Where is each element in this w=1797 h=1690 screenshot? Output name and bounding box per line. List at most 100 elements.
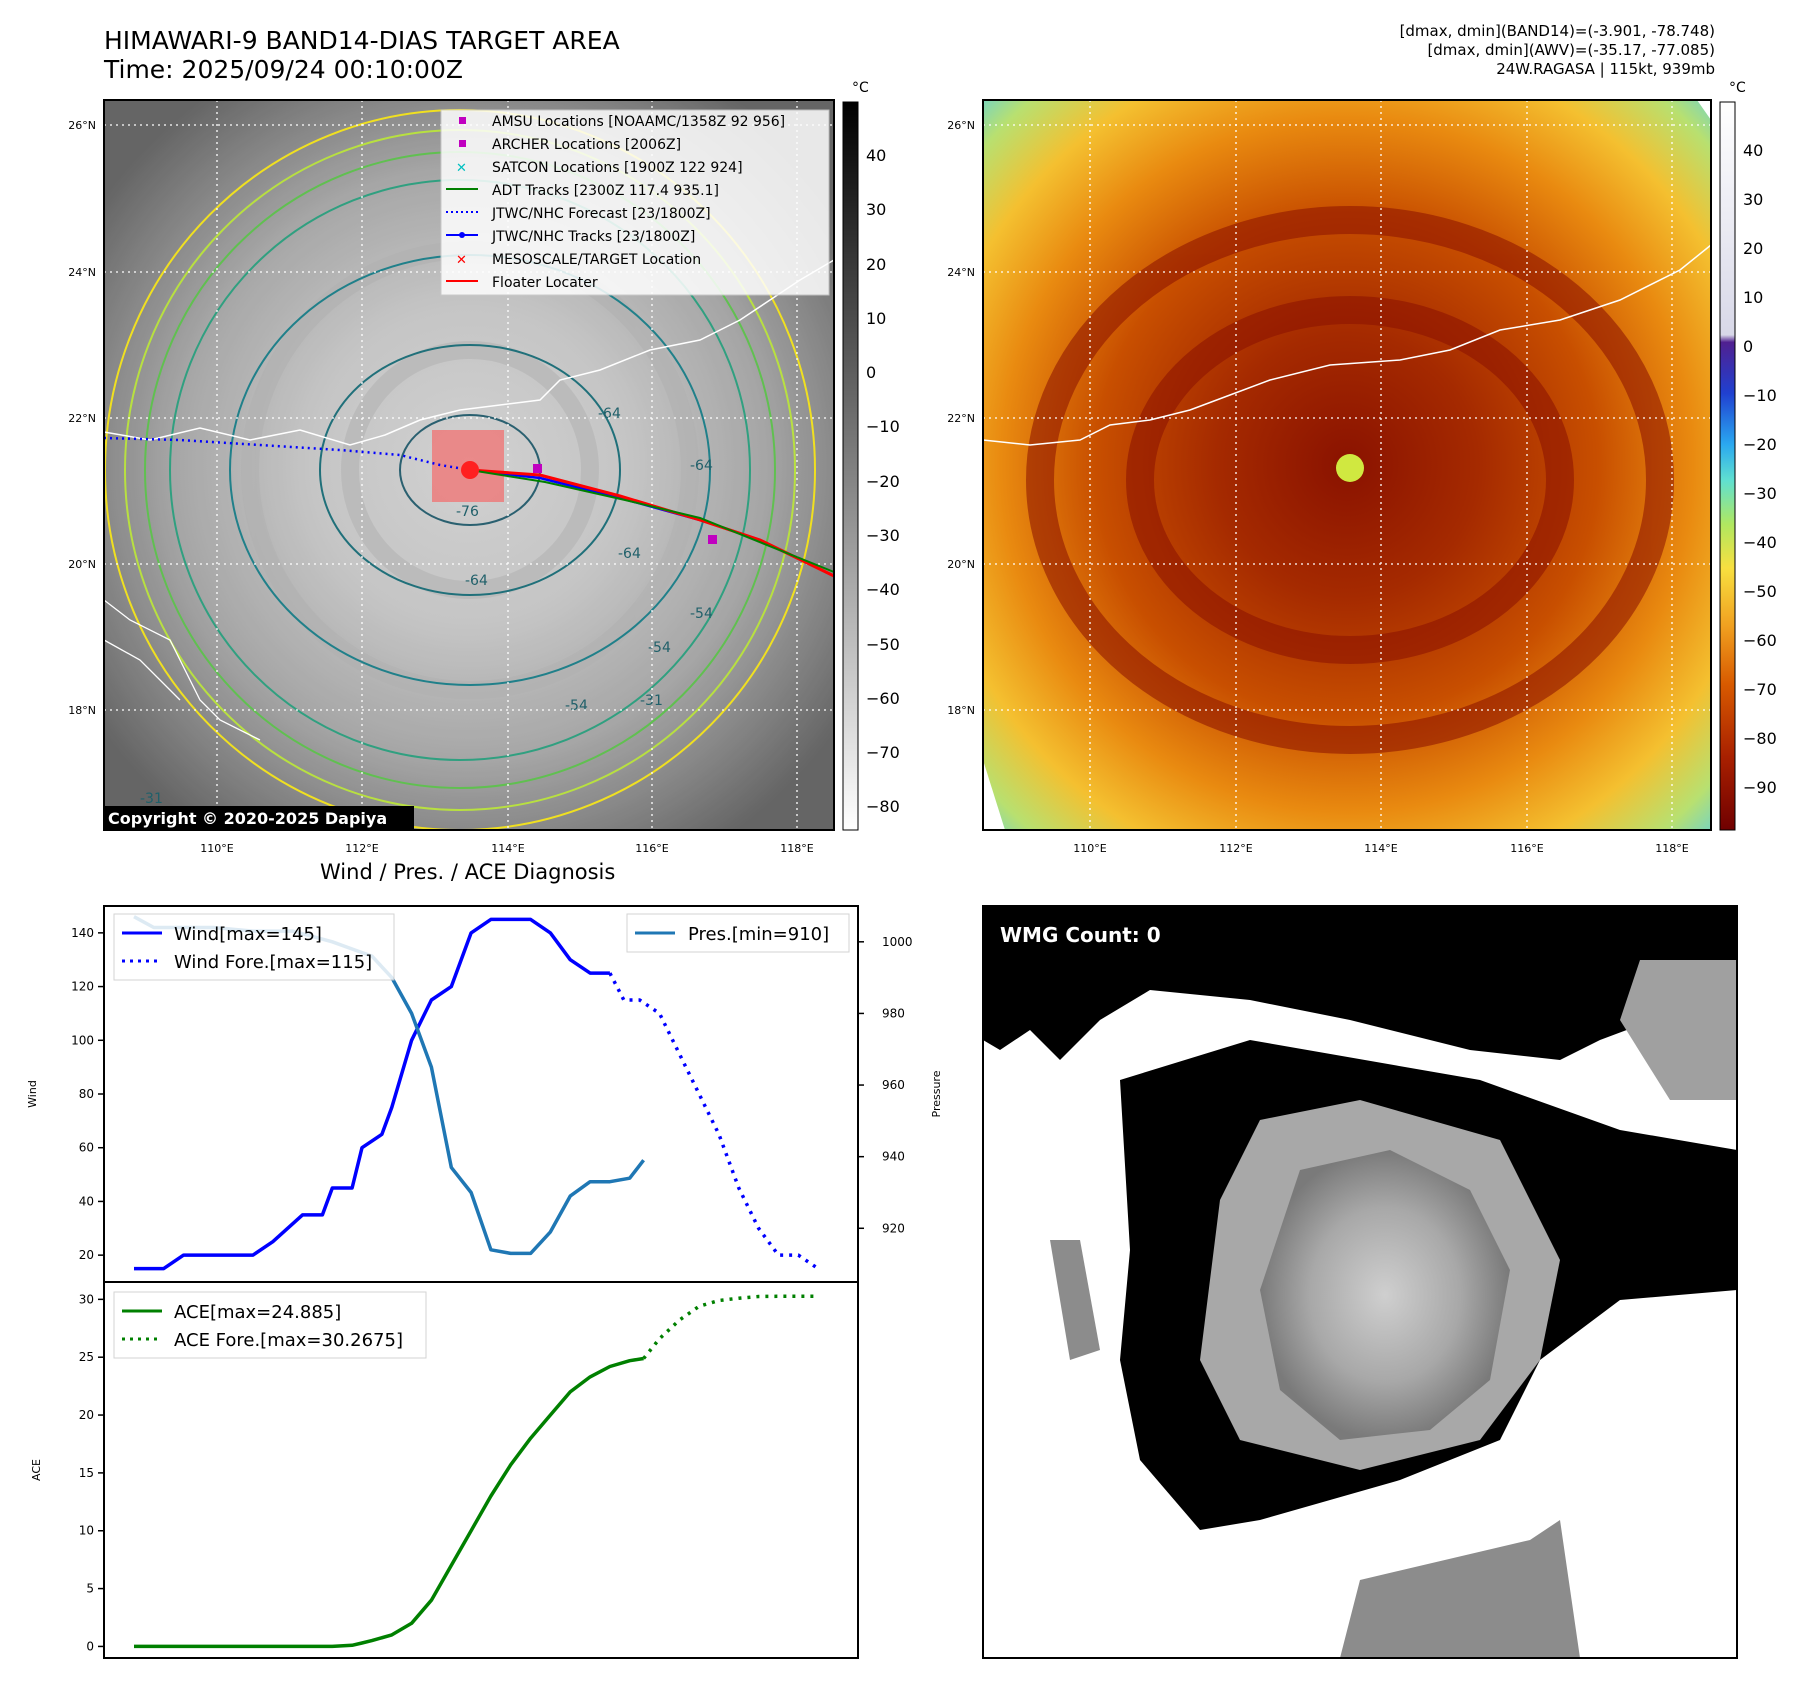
colorbar-tick: −40: [866, 580, 900, 599]
ir-colorbar: [842, 101, 859, 831]
colorbar-tick: 10: [866, 309, 886, 328]
ace-ytick-label: 30: [79, 1292, 94, 1306]
lat-label: 18°N: [947, 704, 975, 717]
wind-legend: [113, 913, 395, 981]
title-time: Time: 2025/09/24 00:10:00Z: [104, 55, 463, 84]
colorbar-tick: −70: [866, 743, 900, 762]
contour-label: -54: [690, 606, 713, 622]
contour-label: -64: [690, 458, 713, 474]
lat-label: 22°N: [68, 412, 96, 425]
lon-label: 116°E: [1510, 842, 1543, 855]
series-line-wind: [134, 917, 610, 1271]
colorbar-tick: 40: [866, 146, 886, 165]
ir-colorbar-ticks: 40 30 20 10 0 −10 −20 −30 −40 −50 −60 −7…: [866, 146, 900, 816]
colorbar-tick: 0: [866, 363, 876, 382]
ir-legend: [440, 109, 830, 296]
legend-amsu-marker: [459, 117, 466, 124]
ir-legend-items: AMSU Locations [NOAAMC/1358Z 92 956] ARC…: [446, 114, 785, 291]
diagnosis-title: Wind / Pres. / ACE Diagnosis: [320, 860, 616, 884]
ace-legend: [113, 1291, 427, 1359]
ace-ytick-label: 25: [79, 1350, 94, 1364]
contour-label: -31: [140, 791, 163, 807]
wind-ytick-label: 60: [79, 1141, 94, 1155]
legend-tracks-dot: [459, 232, 465, 238]
storm-status: 24W.RAGASA | 115kt, 939mb: [1496, 60, 1715, 78]
legend-target-marker: ✕: [456, 253, 467, 268]
storm-center-marker: [461, 461, 479, 479]
wind-ylabel: Wind: [26, 1080, 39, 1108]
awv-colorbar: [1719, 101, 1736, 831]
wind-pressure-chart: 20 40 60 80 100 120 140 920 940 960 980 1000 Wind …: [26, 905, 943, 1283]
lat-label: 26°N: [947, 119, 975, 132]
awv-lat-labels: 26°N 24°N 22°N 20°N 18°N: [947, 119, 975, 717]
legend-item: AMSU Locations [NOAAMC/1358Z 92 956]: [492, 114, 785, 130]
wind-ytick-label: 40: [79, 1194, 94, 1208]
forecast-track: [103, 436, 471, 472]
awv-eye: [1336, 454, 1364, 482]
wind-ytick-label: 140: [71, 926, 94, 940]
wind-ytick-label: 20: [79, 1248, 94, 1262]
lat-label: 18°N: [68, 704, 96, 717]
legend-item: ADT Tracks [2300Z 117.4 935.1]: [492, 183, 719, 199]
ace-ytick-label: 5: [86, 1582, 94, 1596]
coastline-south: [103, 599, 261, 741]
colorbar-tick: 30: [866, 200, 886, 219]
series-line-wind-fore-: [608, 972, 820, 1271]
colorbar-tick: −70: [1743, 680, 1777, 699]
copyright-badge: [104, 806, 414, 830]
lat-label: 20°N: [68, 558, 96, 571]
awv-map-frame: [982, 99, 1712, 831]
pressure-ylabel: Pressure: [930, 1070, 943, 1117]
lon-label: 118°E: [780, 842, 813, 855]
colorbar-tick: 30: [1743, 190, 1763, 209]
colorbar-tick: −60: [1743, 631, 1777, 650]
lat-label: 22°N: [947, 412, 975, 425]
title-product: HIMAWARI-9 BAND14-DIAS TARGET AREA: [104, 26, 620, 55]
colorbar-tick: −10: [1743, 386, 1777, 405]
wmg-eye: [1260, 1150, 1510, 1440]
pressure-ytick-label: 960: [882, 1078, 905, 1092]
contour-label: -54: [648, 640, 671, 656]
awv-spiral-bands: [1026, 206, 1674, 754]
contour-label: -64: [598, 406, 621, 422]
wmg-gray-patch: [1620, 960, 1737, 1100]
pressure-yticks: 920 940 960 980 1000: [858, 935, 913, 1235]
colorbar-tick: −50: [866, 635, 900, 654]
legend-item: ACE Fore.[max=30.2675]: [174, 1330, 403, 1351]
legend-item: Floater Locater: [492, 275, 598, 291]
colorbar-tick: −80: [866, 797, 900, 816]
legend-item: ACE[max=24.885]: [174, 1302, 341, 1323]
wmg-frame: [982, 905, 1738, 1659]
colorbar-tick: −20: [866, 472, 900, 491]
colorbar-tick: 0: [1743, 337, 1753, 356]
lon-label: 110°E: [200, 842, 233, 855]
wind-ytick-label: 120: [71, 980, 94, 994]
ace-ytick-label: 20: [79, 1408, 94, 1422]
contour-label: -76: [456, 504, 479, 520]
colorbar-tick: −60: [866, 689, 900, 708]
colorbar-tick: 40: [1743, 141, 1763, 160]
ace-chart: 0 5 10 15 20 25 30 ACE ACE[max=24.885] ACE For…: [30, 1281, 859, 1659]
colorbar-tick: −30: [866, 526, 900, 545]
adt-track: [469, 469, 835, 573]
legend-archer-marker: [459, 140, 466, 147]
lon-label: 112°E: [1219, 842, 1252, 855]
legend-item: JTWC/NHC Forecast [23/1800Z]: [491, 206, 711, 222]
colorbar-tick: −50: [1743, 582, 1777, 601]
ir-colorbar-unit: °C: [852, 80, 869, 96]
colorbar-tick: 10: [1743, 288, 1763, 307]
ir-map-frame: [103, 99, 835, 831]
wmg-gray-patch-left: [1050, 1240, 1100, 1360]
ace-yticks: 0 5 10 15 20 25 30: [79, 1292, 104, 1653]
lon-label: 114°E: [1364, 842, 1397, 855]
lon-label: 118°E: [1655, 842, 1688, 855]
wind-yticks: 20 40 60 80 100 120 140: [71, 926, 104, 1262]
colorbar-tick: −80: [1743, 729, 1777, 748]
series-line-ace: [134, 1356, 644, 1649]
storm-info: [dmax, dmin](BAND14)=(-3.901, -78.748) […: [1400, 22, 1715, 79]
colorbar-tick: −20: [1743, 435, 1777, 454]
lat-label: 24°N: [947, 266, 975, 279]
awv-coastline: [982, 244, 1712, 446]
legend-item: ARCHER Locations [2006Z]: [492, 137, 681, 153]
